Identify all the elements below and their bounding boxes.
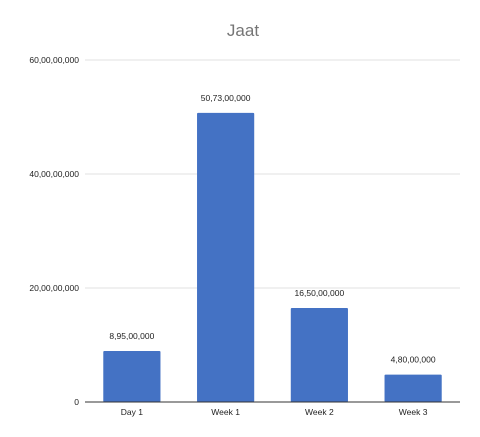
- x-tick-label: Week 3: [399, 407, 428, 417]
- x-tick-label: Week 2: [305, 407, 334, 417]
- bar-data-label: 16,50,00,000: [295, 288, 345, 298]
- x-tick-label: Day 1: [121, 407, 143, 417]
- bar: [290, 307, 348, 402]
- y-tick-label: 20,00,00,000: [29, 283, 79, 293]
- x-tick-label: Week 1: [211, 407, 240, 417]
- bar: [197, 112, 255, 403]
- x-axis-tick-labels: Day 1 Week 1 Week 2 Week 3: [121, 407, 428, 417]
- bar: [103, 350, 161, 402]
- bar-data-label: 8,95,00,000: [109, 331, 154, 341]
- y-tick-label: 40,00,00,000: [29, 169, 79, 179]
- y-tick-label: 60,00,00,000: [29, 55, 79, 65]
- y-tick-label: 0: [74, 397, 79, 407]
- bar-data-label: 50,73,00,000: [201, 93, 251, 103]
- gridlines: [85, 59, 460, 289]
- y-axis-tick-labels: 0 20,00,00,000 40,00,00,000 60,00,00,000: [29, 55, 79, 407]
- bar: [384, 374, 442, 402]
- data-labels: 8,95,00,000 50,73,00,000 16,50,00,000 4,80,…: [109, 93, 435, 365]
- bars: [103, 112, 442, 403]
- chart-title: Jaat: [227, 21, 259, 40]
- bar-data-label: 4,80,00,000: [391, 355, 436, 365]
